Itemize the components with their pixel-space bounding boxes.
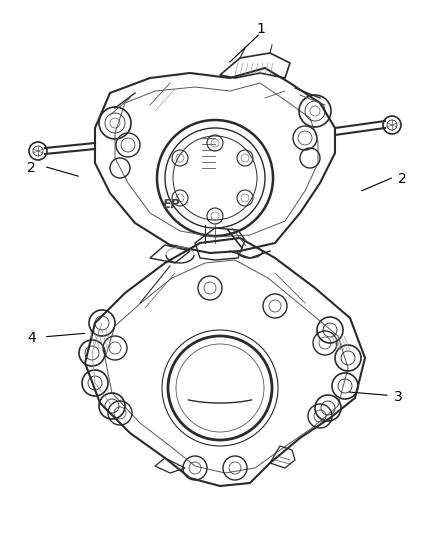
Text: 2: 2 bbox=[27, 161, 36, 175]
Text: 3: 3 bbox=[394, 390, 403, 404]
Text: 2: 2 bbox=[398, 172, 406, 185]
Text: 4: 4 bbox=[27, 332, 36, 345]
Text: EP: EP bbox=[163, 198, 181, 212]
Text: 1: 1 bbox=[256, 22, 265, 36]
